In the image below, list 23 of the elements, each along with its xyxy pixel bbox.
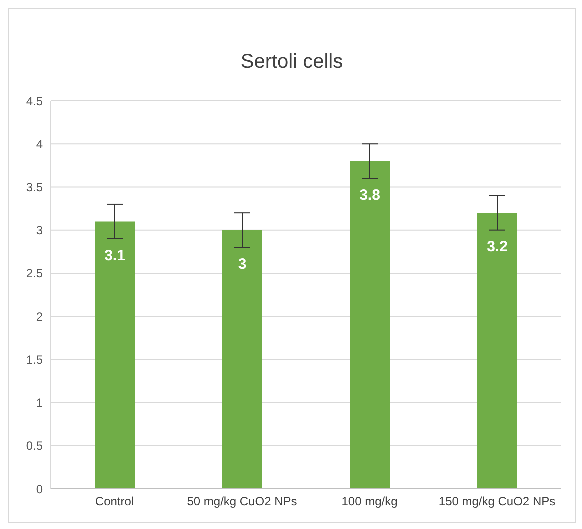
data-label: 3.2 [487, 238, 508, 256]
y-tick-label: 1.5 [26, 352, 44, 367]
bar [95, 222, 135, 489]
x-tick-label: 150 mg/kg CuO2 NPs [438, 494, 556, 509]
y-tick-label: 4 [36, 137, 44, 152]
y-tick-label: 3 [36, 224, 44, 238]
y-tick-label: 0 [36, 482, 44, 496]
x-tick-label: Control [95, 494, 134, 509]
x-tick-label: 50 mg/kg CuO2 NPs [187, 494, 298, 509]
data-label: 3.1 [104, 247, 126, 264]
y-tick-label: 1 [36, 396, 44, 410]
y-tick-label: 2.5 [26, 266, 44, 281]
bar [478, 213, 518, 489]
chart-title: Sertoli cells [240, 51, 344, 74]
bar [222, 230, 262, 489]
x-tick-label: 100 mg/kg [342, 494, 398, 509]
data-label: 3 [238, 256, 247, 273]
y-tick-label: 4.5 [26, 94, 44, 108]
y-tick-label: 2 [36, 310, 44, 324]
y-tick-label: 0.5 [26, 439, 44, 454]
bar [350, 161, 390, 489]
y-tick-label: 3.5 [26, 180, 44, 194]
data-label: 3.8 [360, 187, 380, 204]
